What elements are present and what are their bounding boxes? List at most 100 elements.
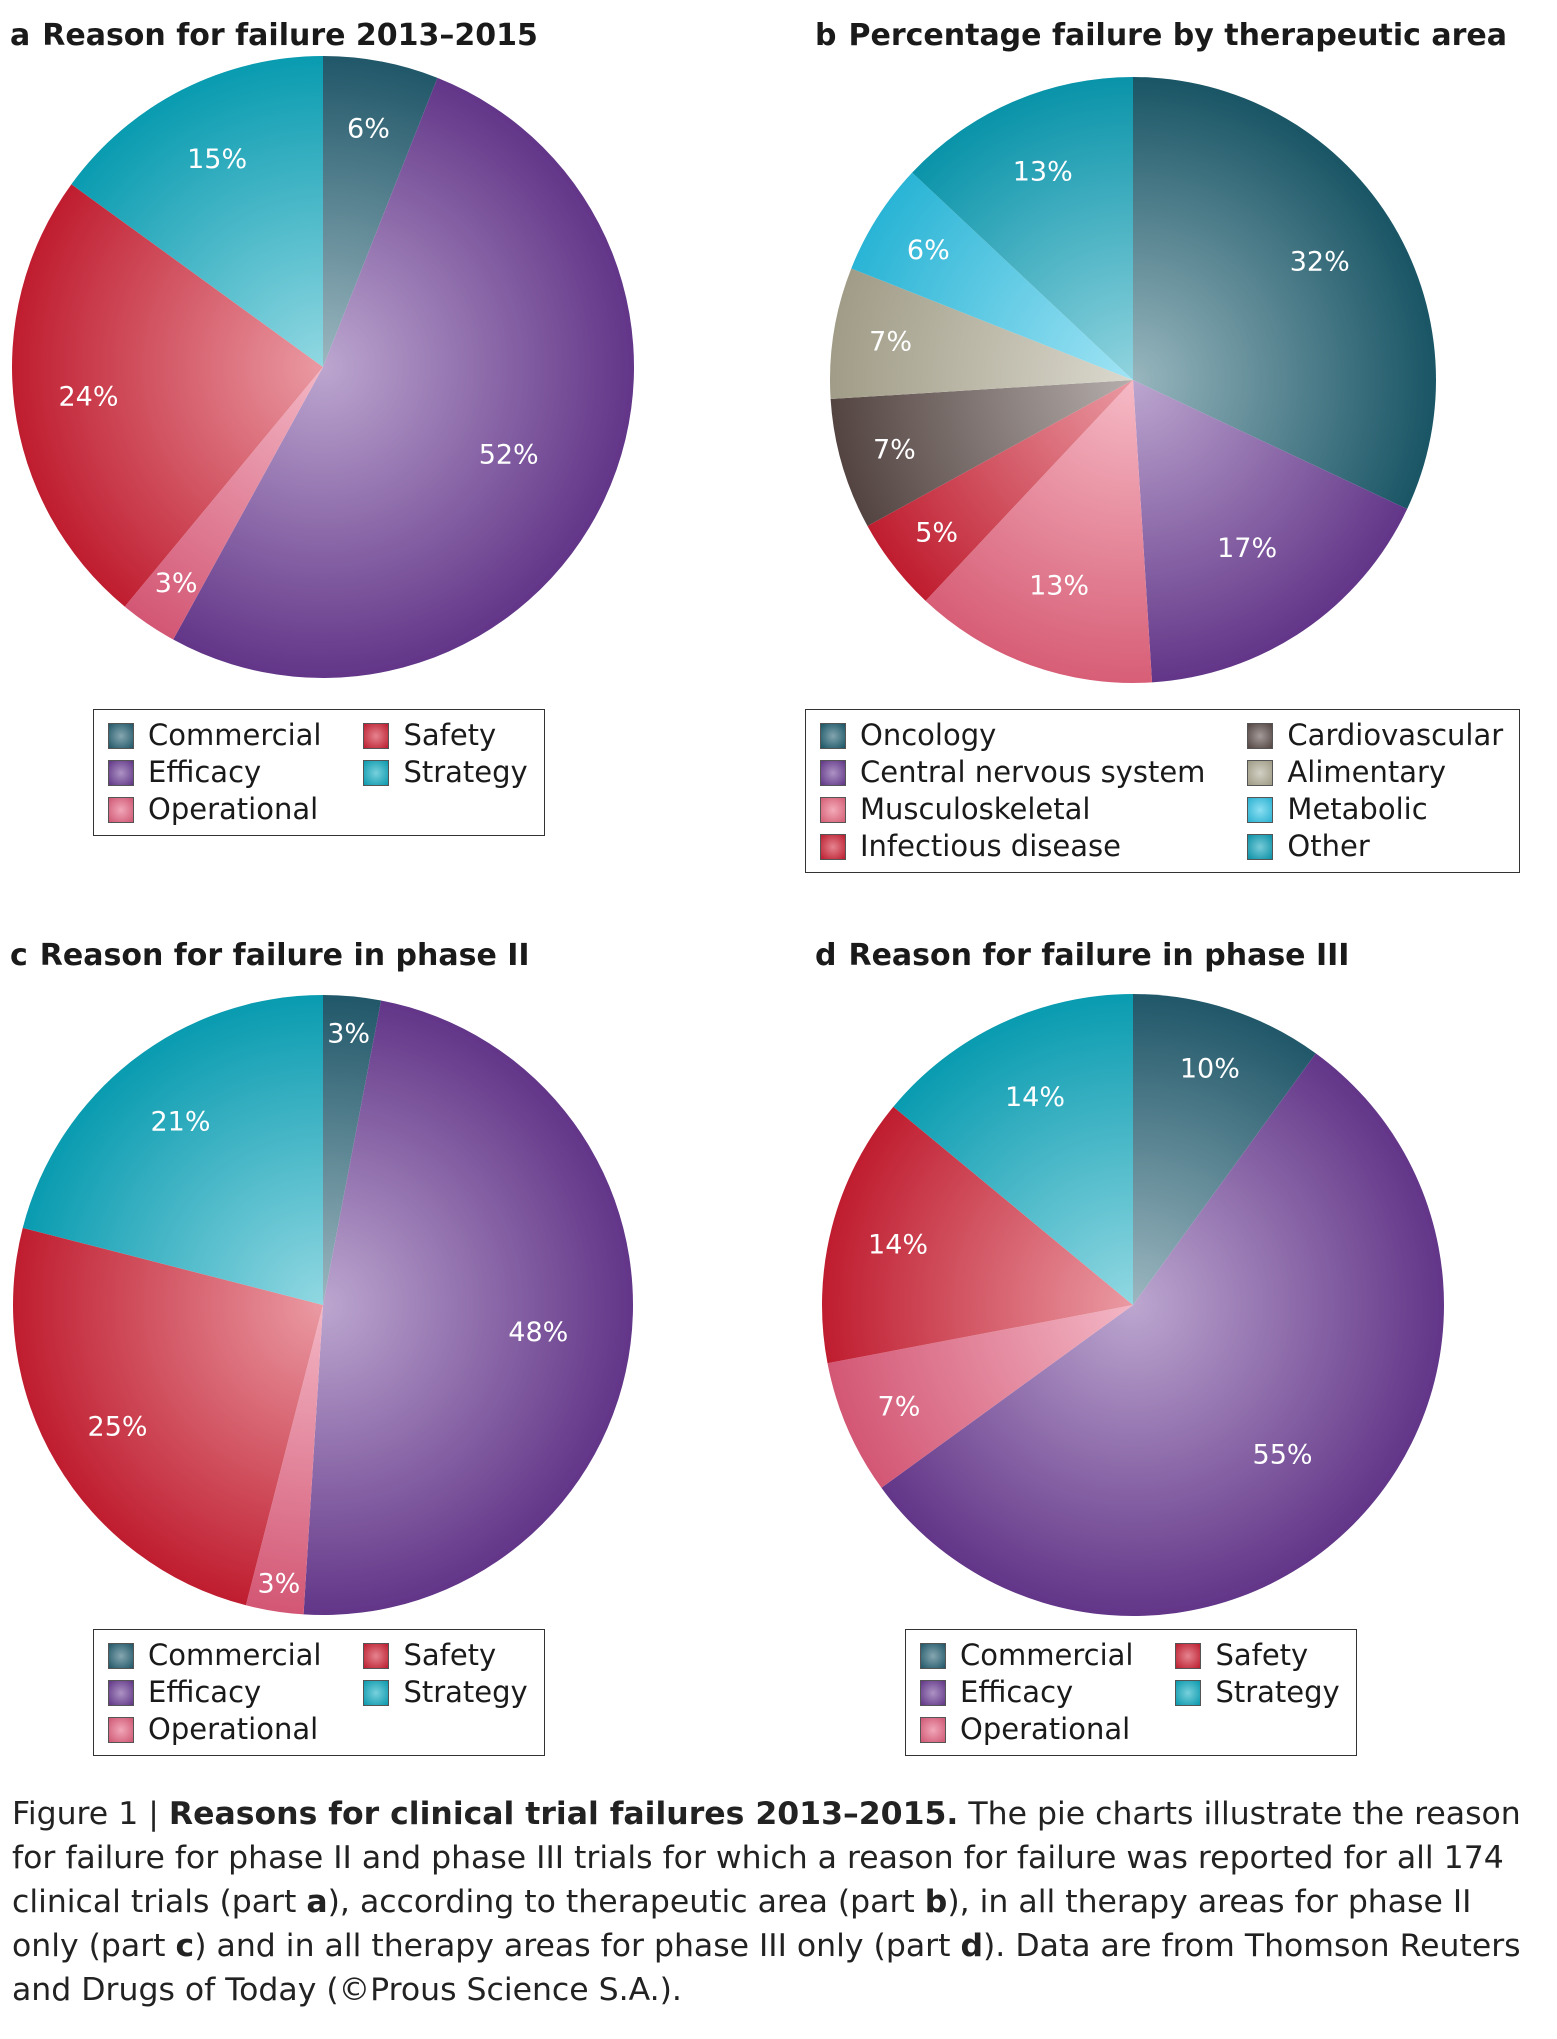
legend-label: Operational <box>960 1712 1131 1746</box>
legend-swatch <box>820 796 846 823</box>
caption-title: Reasons for clinical trial failures 2013… <box>168 1796 959 1832</box>
legend-item: Efficacy <box>108 1677 321 1708</box>
panel-letter: c <box>10 938 28 973</box>
legend-label: Other <box>1287 829 1370 863</box>
caption-prefix: Figure 1 | <box>12 1796 169 1832</box>
legend-swatch <box>108 1716 134 1743</box>
legend-label: Commercial <box>148 1638 322 1672</box>
chart-title: Percentage failure by therapeutic area <box>848 18 1507 53</box>
pie-slice-commercial <box>1133 994 1316 1305</box>
legend-label: Commercial <box>960 1638 1134 1672</box>
legend-label: Safety <box>403 718 497 752</box>
slice-value-label: 10% <box>1180 1053 1240 1084</box>
legend-swatch <box>1247 722 1274 749</box>
legend-swatch <box>108 1679 134 1706</box>
legend-item: Operational <box>920 1714 1133 1745</box>
legend-label: Central nervous system <box>860 755 1206 789</box>
pie-chart-b: 32% 17% 13% 5% 7% 7% 6% 13% <box>830 77 1437 683</box>
pie-slice-cardiovascular <box>830 380 1133 526</box>
legend-item: Strategy <box>363 757 528 788</box>
legend-swatch <box>920 1642 946 1669</box>
legend-label: Efficacy <box>148 755 262 789</box>
slice-value-label: 3% <box>155 568 198 599</box>
pie-slice-efficacy <box>173 77 634 678</box>
legend-item: Efficacy <box>108 757 321 788</box>
pie-slice-central-nervous-system <box>1133 380 1408 683</box>
legend-item: Central nervous system <box>820 757 1205 788</box>
legend-label: Alimentary <box>1287 755 1447 789</box>
panel-letter: a <box>10 18 31 53</box>
pie-slice-infectious-disease <box>867 380 1133 601</box>
chart-title: Reason for failure in phase II <box>39 938 530 973</box>
pie-slice-musculoskeletal <box>925 380 1153 683</box>
panel-title: d Reason for failure in phase III <box>815 938 1349 973</box>
legend-a: Commercial Efficacy Operational Safety Strat… <box>93 709 545 836</box>
legend-swatch <box>108 1642 134 1669</box>
legend-item: Oncology <box>820 720 1205 751</box>
legend-swatch <box>363 1679 390 1706</box>
slice-value-label: 7% <box>869 327 912 358</box>
slice-value-label: 6% <box>907 235 950 266</box>
panel-letter: b <box>815 18 837 53</box>
legend-item: Alimentary <box>1247 757 1503 788</box>
caption-text: The pie charts illustrate the reason for… <box>12 1796 1521 1920</box>
legend-item: Operational <box>108 794 321 825</box>
caption-letter: b <box>924 1884 948 1920</box>
slice-value-label: 7% <box>873 434 916 465</box>
slice-value-label: 55% <box>1253 1440 1313 1471</box>
pie-slice-efficacy <box>303 1000 634 1615</box>
legend-swatch <box>363 759 390 786</box>
legend-item: Safety <box>363 720 527 751</box>
caption-text: ), in all therapy areas for phase II onl… <box>12 1884 1472 1964</box>
legend-label: Infectious disease <box>860 829 1121 863</box>
pie-slice-metabolic <box>851 172 1133 380</box>
legend-item: Musculoskeletal <box>820 794 1205 825</box>
slice-value-label: 25% <box>88 1412 148 1443</box>
legend-swatch <box>1175 1679 1202 1706</box>
legend-c: Commercial Efficacy Operational Safety Strat… <box>93 1629 545 1756</box>
legend-swatch <box>1247 833 1274 860</box>
legend-item: Commercial <box>920 1640 1133 1671</box>
slice-value-label: 14% <box>1005 1082 1065 1113</box>
legend-label: Strategy <box>1215 1675 1340 1709</box>
legend-label: Strategy <box>403 1675 528 1709</box>
pie-slice-efficacy <box>881 1053 1444 1616</box>
legend-item: Metabolic <box>1247 794 1503 825</box>
legend-label: Operational <box>148 792 319 826</box>
legend-item: Other <box>1247 831 1503 862</box>
legend-swatch <box>820 833 846 860</box>
legend-item: Infectious disease <box>820 831 1205 862</box>
pie-slice-commercial <box>323 56 438 367</box>
caption-letter: d <box>960 1928 984 1964</box>
pie-chart-a: 6% 52% 3% 24% 15% <box>11 56 634 678</box>
legend-label: Efficacy <box>148 1675 262 1709</box>
legend-swatch <box>820 759 846 786</box>
slice-value-label: 21% <box>150 1106 210 1137</box>
legend-item: Commercial <box>108 1640 321 1671</box>
legend-label: Oncology <box>860 718 997 752</box>
legend-swatch <box>108 722 134 749</box>
legend-swatch <box>108 759 134 786</box>
slice-value-label: 15% <box>187 144 247 175</box>
panel-a: a Reason for failure 2013–2015 <box>10 18 770 918</box>
slice-value-label: 14% <box>868 1230 928 1261</box>
pie-slice-safety <box>12 1227 323 1606</box>
legend-label: Cardiovascular <box>1287 718 1504 752</box>
slice-value-label: 3% <box>257 1569 300 1600</box>
panel-title: c Reason for failure in phase II <box>10 938 530 973</box>
chart-title: Reason for failure in phase III <box>848 938 1350 973</box>
pie-slice-alimentary <box>830 268 1133 400</box>
legend-item: Commercial <box>108 720 321 751</box>
caption-letter: a <box>306 1884 328 1920</box>
legend-swatch <box>363 1642 390 1669</box>
legend-swatch <box>1247 759 1274 786</box>
legend-item: Operational <box>108 1714 321 1745</box>
figure-caption: Figure 1 | Reasons for clinical trial fa… <box>12 1792 1547 2012</box>
legend-item: Safety <box>1175 1640 1339 1671</box>
legend-swatch <box>1175 1642 1202 1669</box>
slice-value-label: 17% <box>1217 533 1277 564</box>
slice-value-label: 5% <box>915 517 958 548</box>
legend-swatch <box>108 796 134 823</box>
slice-value-label: 32% <box>1290 246 1350 277</box>
pie-slice-strategy <box>71 56 323 367</box>
